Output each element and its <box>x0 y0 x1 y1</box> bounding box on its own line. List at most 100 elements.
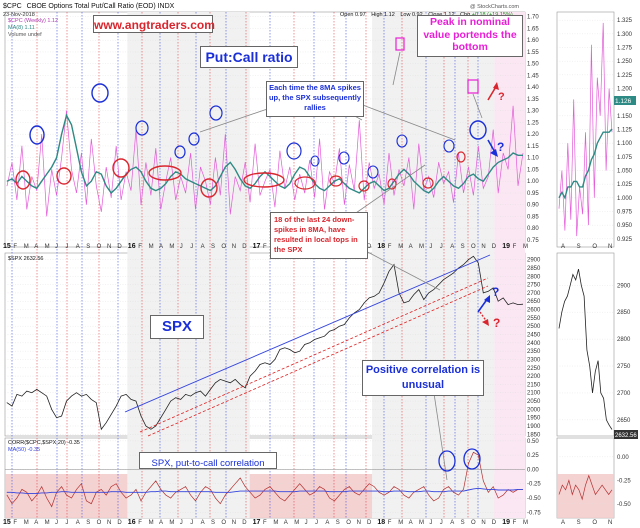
data-point <box>36 187 38 189</box>
red-arrowhead <box>493 82 499 90</box>
data-point <box>497 162 499 163</box>
question-mark-red: ? <box>493 316 500 330</box>
data-point <box>289 494 291 496</box>
peak-note-box: Peak in nominal value portends the botto… <box>417 15 523 57</box>
data-point <box>304 192 306 194</box>
data-point <box>125 497 127 499</box>
data-point <box>244 185 246 187</box>
x-tick-label: D <box>492 244 497 250</box>
positive-corr-note: Positive correlation is unusual <box>365 364 481 391</box>
y-tick-label: 1.275 <box>617 46 633 52</box>
x-tick-label: S <box>86 520 90 526</box>
data-point <box>110 414 112 415</box>
x-tick-label: J <box>55 520 58 526</box>
y-tick-label: 2700 <box>617 391 631 397</box>
watermark: @ StockCharts.com <box>470 4 519 10</box>
y-tick-label: 2350 <box>527 349 541 355</box>
blue-circle <box>91 83 109 103</box>
data-point <box>259 494 261 496</box>
blue-circle <box>135 120 149 136</box>
data-point <box>110 197 112 198</box>
data-point <box>393 264 395 265</box>
trend-channel <box>124 254 491 437</box>
data-point <box>438 180 440 182</box>
legend-ma: MA(8) 1.11 <box>8 25 35 31</box>
x-tick-label: F <box>138 244 142 250</box>
blue-circle <box>209 105 223 121</box>
x-tick-label: D <box>242 520 247 526</box>
question-mark-blue: ? <box>497 140 504 154</box>
x-tick-label: 15 <box>3 243 11 250</box>
x-tick-label: O <box>592 244 597 250</box>
downspike-note-box: 18 of the last 24 down-spikes in 8MA, ha… <box>270 212 368 259</box>
x-tick-label: A <box>159 244 163 250</box>
year-band <box>127 12 250 518</box>
y-tick-label: 0.00 <box>617 455 629 461</box>
data-point <box>274 359 276 360</box>
data-point <box>274 180 276 182</box>
data-point <box>319 138 320 140</box>
data-point <box>468 166 469 168</box>
x-tick-label: J <box>440 244 443 250</box>
x-tick-label: F <box>13 520 17 526</box>
y-tick-label: 2900 <box>617 283 631 289</box>
data-point <box>363 199 365 201</box>
x-tick-label: J <box>429 244 432 250</box>
y-tick-label: 2250 <box>527 366 541 372</box>
x-tick-label: J <box>65 520 68 526</box>
y-tick-label: 0.50 <box>527 439 539 445</box>
x-tick-label: O <box>592 520 597 526</box>
x-tick-label: D <box>117 520 122 526</box>
data-point <box>215 157 216 159</box>
y-tick-label: 1.050 <box>617 168 633 174</box>
y-tick-label: 0.950 <box>617 223 633 229</box>
x-tick-label: S <box>461 520 465 526</box>
data-point <box>512 152 514 154</box>
data-point <box>81 491 82 493</box>
x-tick-label: N <box>232 244 236 250</box>
y-tick-label: 1.00 <box>527 179 539 185</box>
data-point <box>482 187 484 189</box>
x-tick-label: A <box>450 244 454 250</box>
x-tick-label: S <box>577 520 581 526</box>
blue-circle <box>188 132 200 146</box>
blue-circle <box>338 151 350 165</box>
data-point <box>170 157 172 159</box>
data-point <box>155 491 157 493</box>
x-tick-label: N <box>357 520 361 526</box>
x-tick-label: N <box>481 244 485 250</box>
data-point <box>378 173 380 175</box>
data-point <box>378 292 380 294</box>
red-circle <box>422 177 434 189</box>
x-tick-label: N <box>608 520 612 526</box>
series-line <box>558 22 613 237</box>
data-point <box>393 180 395 182</box>
y-tick-label: 2750 <box>527 283 541 289</box>
y-tick-label: -0.75 <box>527 510 541 516</box>
x-tick-label: F <box>513 244 517 250</box>
data-point <box>319 337 320 339</box>
data-point <box>21 489 23 490</box>
y-tick-label: 1.250 <box>617 59 633 65</box>
data-point <box>363 489 365 490</box>
site-label[interactable]: www.angtraders.com <box>94 18 215 32</box>
x-tick-label: D <box>242 244 247 250</box>
data-point <box>378 490 380 492</box>
y-tick-label: 2850 <box>617 310 631 316</box>
y-tick-label: 0.925 <box>617 237 633 243</box>
y-tick-label: 2700 <box>527 291 541 297</box>
red-ellipse <box>294 176 316 190</box>
x-tick-label: J <box>190 520 193 526</box>
data-point <box>363 302 365 304</box>
x-tick-label: F <box>263 520 267 526</box>
y-tick-label: 1.125 <box>617 128 633 134</box>
data-point <box>497 489 499 491</box>
x-tick-label: M <box>169 520 174 526</box>
x-tick-label: O <box>221 244 226 250</box>
y-tick-label: 0.25 <box>527 453 539 459</box>
data-point <box>170 400 172 402</box>
y-tick-label: 1.100 <box>617 141 633 147</box>
spx-title: SPX <box>161 318 192 335</box>
data-point <box>393 486 395 487</box>
question-mark-blue: ? <box>492 285 499 299</box>
